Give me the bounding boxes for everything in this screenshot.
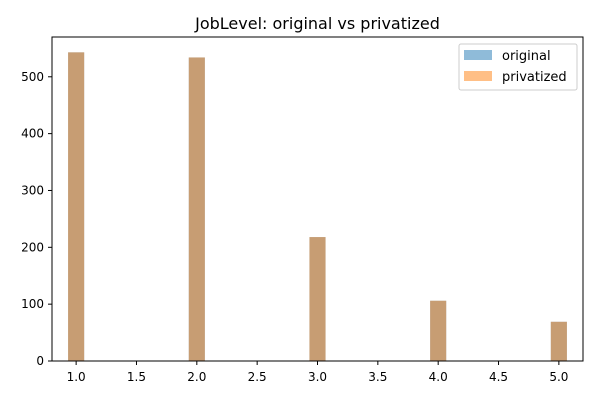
bar-privatized-4 <box>550 321 567 361</box>
x-tick-label: 2.0 <box>187 370 206 384</box>
y-tick-label: 0 <box>36 354 44 368</box>
legend-label-privatized: privatized <box>502 70 567 85</box>
legend-swatch-privatized <box>464 71 492 81</box>
y-tick-label: 400 <box>21 127 44 141</box>
x-tick-label: 1.5 <box>127 370 146 384</box>
x-axis: 1.0 1.5 2.0 2.5 3.0 3.5 4.0 4.5 5.0 <box>67 361 568 384</box>
y-axis: 0 100 200 300 400 500 <box>21 70 52 368</box>
y-tick-label: 100 <box>21 297 44 311</box>
legend: original privatized <box>458 43 578 91</box>
y-tick-label: 200 <box>21 240 44 254</box>
x-tick-label: 4.0 <box>429 370 448 384</box>
bar-privatized-2 <box>309 237 326 361</box>
y-tick-label: 300 <box>21 183 44 197</box>
legend-label-original: original <box>502 49 551 64</box>
bar-privatized-3 <box>430 300 447 361</box>
x-tick-label: 4.5 <box>489 370 508 384</box>
legend-swatch-original <box>464 50 492 60</box>
bar-privatized-1 <box>188 57 205 361</box>
bar-privatized-0 <box>68 52 85 361</box>
y-tick-label: 500 <box>21 70 44 84</box>
bars-layer <box>68 52 567 361</box>
x-tick-label: 2.5 <box>248 370 267 384</box>
x-tick-label: 3.5 <box>368 370 387 384</box>
x-tick-label: 5.0 <box>549 370 568 384</box>
chart-title: JobLevel: original vs privatized <box>194 14 440 33</box>
x-tick-label: 3.0 <box>308 370 327 384</box>
x-tick-label: 1.0 <box>67 370 86 384</box>
